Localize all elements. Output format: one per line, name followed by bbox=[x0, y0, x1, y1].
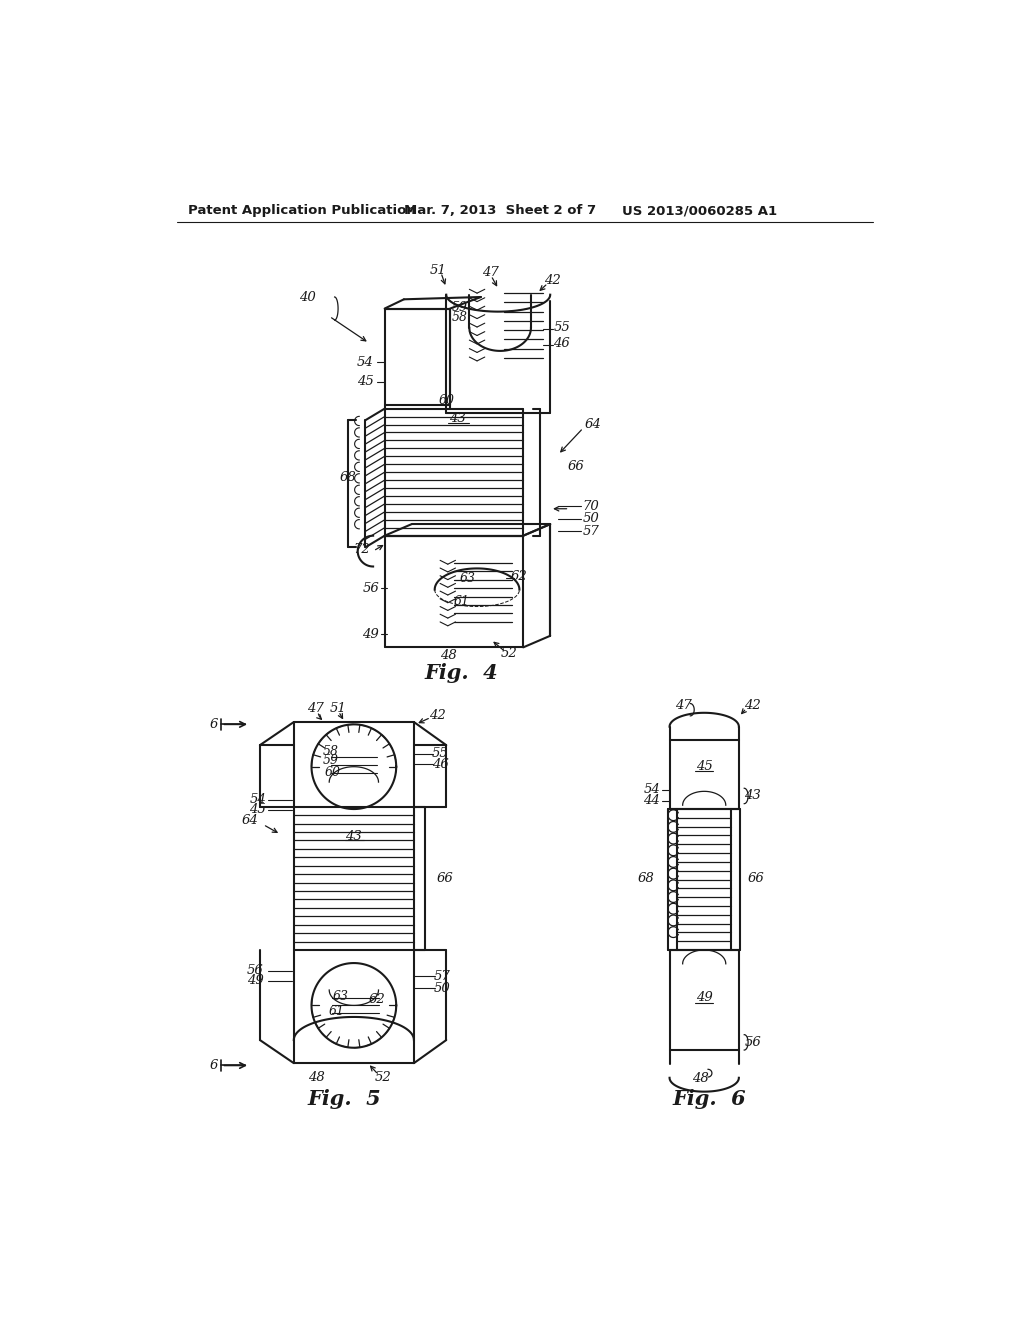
Text: US 2013/0060285 A1: US 2013/0060285 A1 bbox=[622, 205, 777, 218]
Text: 55: 55 bbox=[432, 747, 449, 760]
Text: 63: 63 bbox=[460, 572, 476, 585]
Text: 51: 51 bbox=[430, 264, 446, 277]
Text: 59: 59 bbox=[453, 301, 468, 314]
Text: 47: 47 bbox=[307, 702, 324, 714]
Text: 56: 56 bbox=[247, 964, 263, 977]
Text: 72: 72 bbox=[353, 543, 370, 556]
Text: 6: 6 bbox=[210, 1059, 218, 1072]
Text: 45: 45 bbox=[357, 375, 374, 388]
Text: 56: 56 bbox=[362, 582, 379, 594]
Text: 42: 42 bbox=[744, 698, 761, 711]
Text: 47: 47 bbox=[675, 698, 692, 711]
Text: Patent Application Publication: Patent Application Publication bbox=[188, 205, 416, 218]
Text: 49: 49 bbox=[247, 974, 263, 987]
Text: 40: 40 bbox=[299, 290, 316, 304]
Text: 68: 68 bbox=[638, 871, 654, 884]
Text: 66: 66 bbox=[748, 871, 764, 884]
Text: 45: 45 bbox=[696, 760, 713, 774]
Text: 66: 66 bbox=[436, 871, 453, 884]
Text: Fig.  5: Fig. 5 bbox=[307, 1089, 381, 1109]
Text: 54: 54 bbox=[643, 783, 660, 796]
Text: 59: 59 bbox=[323, 754, 339, 767]
Text: 61: 61 bbox=[454, 594, 470, 607]
Text: 48: 48 bbox=[692, 1072, 709, 1085]
Text: 57: 57 bbox=[434, 970, 451, 982]
Text: 58: 58 bbox=[323, 744, 339, 758]
Text: 63: 63 bbox=[333, 990, 349, 1003]
Text: 48: 48 bbox=[308, 1071, 326, 1084]
Text: 64: 64 bbox=[584, 417, 601, 430]
Text: Fig.  4: Fig. 4 bbox=[425, 663, 499, 682]
Text: 6: 6 bbox=[210, 718, 218, 731]
Text: 58: 58 bbox=[453, 312, 468, 325]
Text: 60: 60 bbox=[438, 395, 455, 408]
Text: 62: 62 bbox=[369, 993, 385, 1006]
Text: 51: 51 bbox=[330, 702, 347, 714]
Text: 64: 64 bbox=[242, 814, 258, 828]
Text: 52: 52 bbox=[375, 1071, 391, 1084]
Text: 46: 46 bbox=[553, 337, 570, 350]
Text: Mar. 7, 2013  Sheet 2 of 7: Mar. 7, 2013 Sheet 2 of 7 bbox=[403, 205, 596, 218]
Text: 48: 48 bbox=[440, 648, 457, 661]
Text: 62: 62 bbox=[511, 570, 527, 583]
Text: 42: 42 bbox=[544, 273, 561, 286]
Text: 47: 47 bbox=[482, 265, 500, 279]
Text: 55: 55 bbox=[553, 321, 570, 334]
Text: 44: 44 bbox=[643, 795, 660, 807]
Text: 56: 56 bbox=[744, 1036, 761, 1049]
Text: 57: 57 bbox=[583, 524, 599, 537]
Text: 49: 49 bbox=[362, 628, 379, 640]
Text: 70: 70 bbox=[583, 500, 599, 513]
Text: 61: 61 bbox=[329, 1005, 345, 1018]
Text: 66: 66 bbox=[567, 459, 584, 473]
Text: 46: 46 bbox=[432, 758, 449, 771]
Text: 42: 42 bbox=[429, 709, 445, 722]
Text: Fig.  6: Fig. 6 bbox=[673, 1089, 746, 1109]
Text: 43: 43 bbox=[744, 789, 761, 803]
Text: 45: 45 bbox=[249, 804, 266, 816]
Text: 49: 49 bbox=[696, 991, 713, 1005]
Text: 43: 43 bbox=[450, 412, 466, 425]
Text: 60: 60 bbox=[325, 767, 340, 779]
Text: 54: 54 bbox=[249, 793, 266, 807]
Text: 50: 50 bbox=[583, 512, 599, 525]
Text: 68: 68 bbox=[340, 471, 356, 484]
Text: 52: 52 bbox=[501, 647, 518, 660]
Text: 54: 54 bbox=[357, 356, 374, 370]
Text: 43: 43 bbox=[345, 829, 362, 842]
Text: 50: 50 bbox=[434, 982, 451, 995]
